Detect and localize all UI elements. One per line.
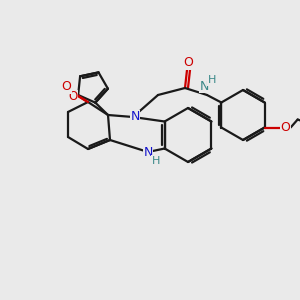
Text: O: O [68, 91, 78, 103]
Text: O: O [61, 80, 71, 94]
Text: H: H [208, 75, 216, 85]
Text: H: H [152, 156, 160, 166]
Text: O: O [183, 56, 193, 70]
Text: N: N [199, 80, 209, 92]
Text: N: N [143, 146, 153, 160]
Text: N: N [130, 110, 140, 124]
Text: O: O [281, 121, 291, 134]
